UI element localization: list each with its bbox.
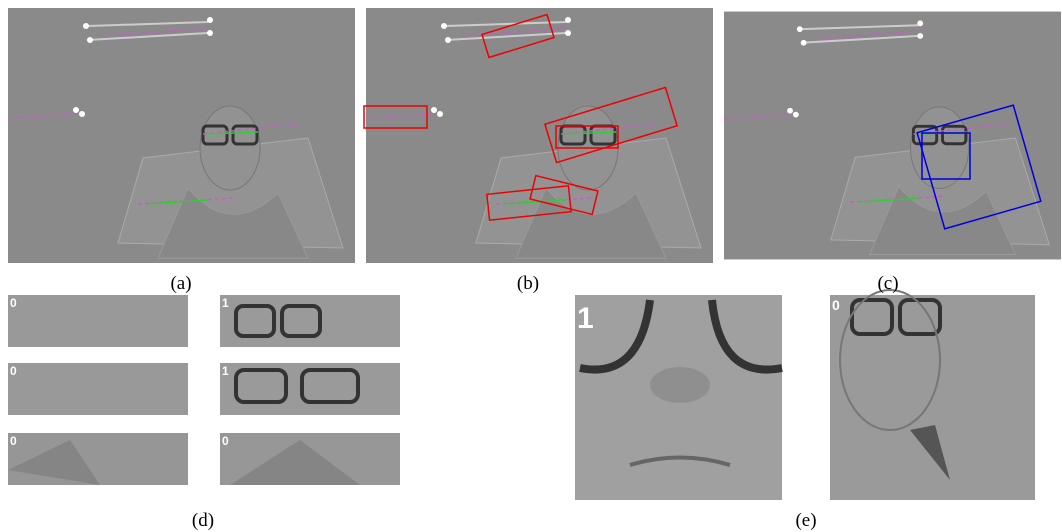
panel-c xyxy=(724,12,1061,260)
patch-label: 0 xyxy=(832,297,840,313)
panel-caption: (b) xyxy=(517,273,539,294)
panel-a xyxy=(8,8,355,263)
patch-label: 1 xyxy=(222,296,229,310)
panel-caption: (c) xyxy=(877,273,898,294)
patch-label: 0 xyxy=(10,434,17,448)
patches-e xyxy=(575,290,1035,500)
panel-caption: (e) xyxy=(795,510,816,531)
patch-label: 0 xyxy=(222,434,229,448)
figure: (a) (b) (c) (d) (e) 0 1 0 1 0 0 1 0 xyxy=(0,0,1062,532)
patch-label: 1 xyxy=(577,302,594,335)
panel-caption: (d) xyxy=(192,510,214,531)
patch-label: 0 xyxy=(10,296,17,310)
patch-label: 1 xyxy=(222,364,229,378)
patch-label: 0 xyxy=(10,364,17,378)
panel-b xyxy=(364,8,713,263)
patches-d xyxy=(8,295,400,485)
panel-caption: (a) xyxy=(170,273,191,294)
